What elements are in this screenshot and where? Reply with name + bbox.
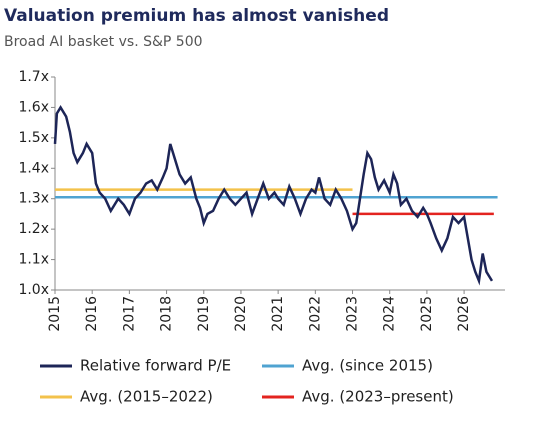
x-tick-label: 2015	[47, 296, 63, 332]
chart-title: Valuation premium has almost vanished	[4, 6, 389, 26]
y-tick-label: 1.4x	[18, 160, 49, 176]
x-tick-label: 2023	[345, 296, 361, 332]
legend-label: Avg. (since 2015)	[302, 357, 433, 375]
x-tick-label: 2020	[233, 296, 249, 332]
x-tick-label: 2021	[270, 296, 286, 332]
x-tick-label: 2018	[159, 296, 175, 332]
y-tick-label: 1.0x	[18, 282, 49, 298]
legend-label: Avg. (2015–2022)	[80, 388, 213, 406]
chart-subtitle: Broad AI basket vs. S&P 500	[4, 34, 203, 50]
x-tick-label: 2025	[419, 296, 435, 332]
y-tick-label: 1.1x	[18, 252, 49, 268]
y-tick-label: 1.5x	[18, 130, 49, 146]
x-tick-label: 2019	[196, 296, 212, 332]
x-tick-label: 2026	[456, 296, 472, 332]
series-line	[53, 105, 494, 286]
y-tick-label: 1.7x	[18, 69, 49, 85]
x-tick-label: 2024	[382, 296, 398, 332]
legend-label: Avg. (2023–present)	[302, 388, 454, 406]
x-tick-label: 2016	[84, 296, 100, 332]
y-tick-label: 1.6x	[18, 99, 49, 115]
x-tick-label: 2017	[121, 296, 137, 332]
y-tick-label: 1.2x	[18, 221, 49, 237]
legend-label: Relative forward P/E	[80, 357, 231, 375]
x-tick-label: 2022	[307, 296, 323, 332]
y-tick-label: 1.3x	[18, 191, 49, 207]
